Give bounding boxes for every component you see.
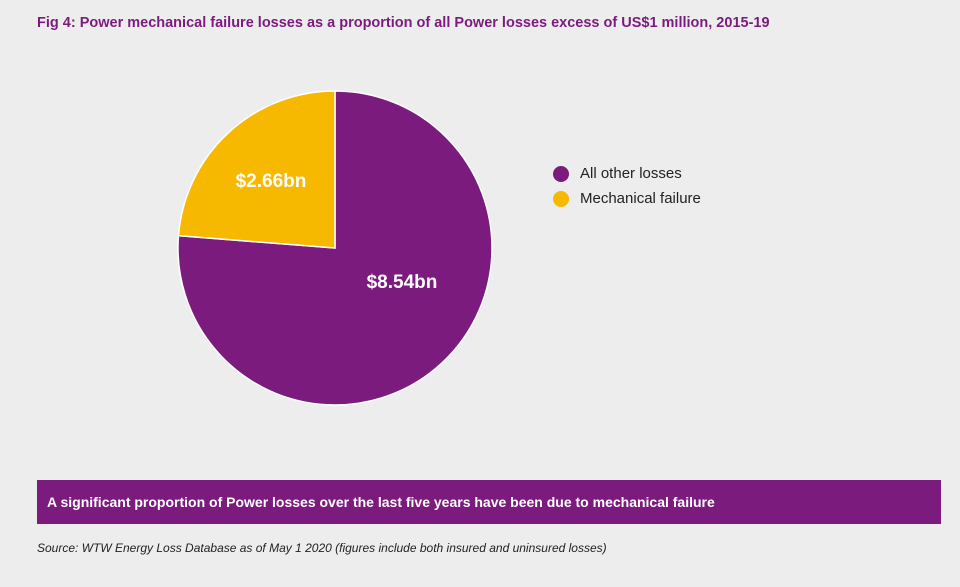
source-note: Source: WTW Energy Loss Database as of M… (37, 541, 607, 555)
chart-title: Fig 4: Power mechanical failure losses a… (37, 15, 770, 31)
legend-item-all-other-losses: All other losses (553, 161, 701, 186)
pie-slice-mechanical-failure (177, 90, 336, 249)
legend-item-mechanical-failure: Mechanical failure (553, 186, 701, 211)
pie-slice-label-mechanical-failure: $2.66bn (236, 171, 307, 192)
summary-banner-text: A significant proportion of Power losses… (47, 494, 715, 510)
pie-slice-label-all-other-losses: $8.54bn (367, 272, 438, 293)
legend-label-mechanical-failure: Mechanical failure (580, 190, 701, 207)
legend-swatch-all-other-losses (553, 165, 569, 182)
summary-banner: A significant proportion of Power losses… (37, 480, 941, 524)
pie-chart: $8.54bn $2.66bn (177, 90, 493, 406)
legend-label-all-other-losses: All other losses (580, 165, 682, 182)
legend-swatch-mechanical-failure (553, 190, 569, 207)
chart-legend: All other losses Mechanical failure (553, 161, 701, 211)
